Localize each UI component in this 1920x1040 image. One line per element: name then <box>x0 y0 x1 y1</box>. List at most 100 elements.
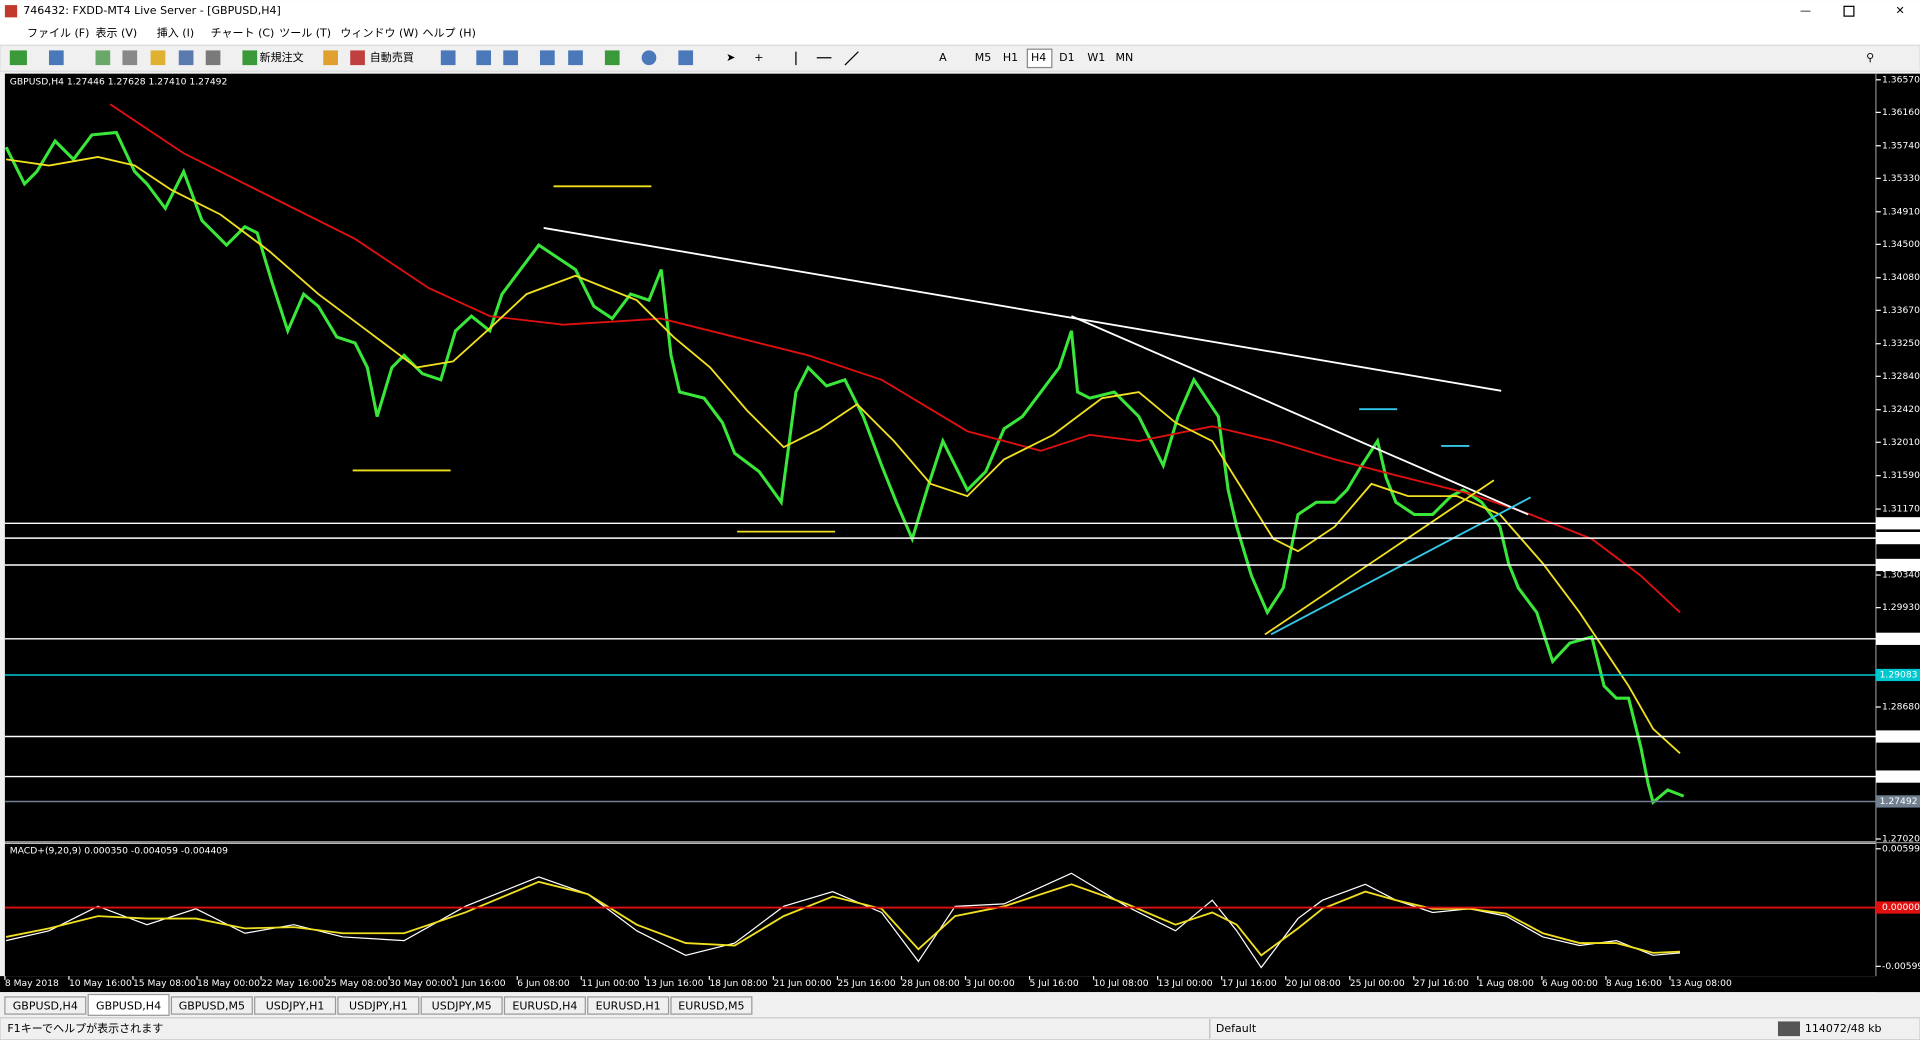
macd-header: MACD+(9,20,9) 0.000350 -0.004059 -0.0044… <box>10 846 228 857</box>
time-label: 22 May 16:00 <box>261 978 324 989</box>
tab[interactable] <box>4 996 87 1015</box>
timeframe[interactable]: D1 <box>1059 51 1075 64</box>
time-label: 10 May 16:00 <box>69 978 132 989</box>
price-tick-label: 1.29930 <box>1882 602 1920 613</box>
icon[interactable] <box>476 50 492 66</box>
level-tag <box>1875 517 1920 530</box>
menu-item[interactable]: 挿入 (I) <box>157 25 194 39</box>
timeframe[interactable]: H4 <box>1031 51 1046 64</box>
icon[interactable] <box>540 50 555 66</box>
icon[interactable] <box>122 50 138 66</box>
timeframe[interactable]: H1 <box>1003 51 1018 64</box>
tab[interactable] <box>587 996 670 1015</box>
tab[interactable] <box>420 996 503 1015</box>
icon[interactable] <box>440 50 456 66</box>
tab[interactable] <box>170 996 253 1015</box>
icon[interactable]: A <box>939 51 947 64</box>
icon[interactable] <box>350 50 365 66</box>
maximize[interactable] <box>1843 5 1855 17</box>
tab-label[interactable]: GBPUSD,H4 <box>13 1000 78 1013</box>
timeframe-active <box>1026 48 1053 69</box>
time-label: 13 Aug 08:00 <box>1670 978 1732 989</box>
tab[interactable] <box>87 993 170 1016</box>
level-label: 1.27805 <box>1880 771 1918 782</box>
time-label: 21 Jun 00:00 <box>773 978 831 989</box>
time-label: 15 May 08:00 <box>133 978 196 989</box>
chart-area <box>4 73 1876 842</box>
tab-label[interactable]: EURUSD,M5 <box>678 1000 744 1013</box>
price-tick-label: 1.34500 <box>1882 239 1920 250</box>
level-tag <box>1875 730 1920 743</box>
tab-label[interactable]: GBPUSD,M5 <box>179 1000 245 1013</box>
minimize[interactable]: — <box>1800 4 1811 17</box>
tab-label[interactable]: USDJPY,H1 <box>349 1000 408 1013</box>
timeframe[interactable]: M5 <box>975 51 992 64</box>
menu-item[interactable]: ファイル (F) <box>27 26 90 39</box>
tab-label[interactable]: GBPUSD,H4 <box>96 1000 161 1013</box>
icon[interactable]: ⚲ <box>1866 51 1874 64</box>
icon[interactable] <box>178 50 194 66</box>
ma-red <box>109 103 1681 614</box>
price-tick-label: 1.30340 <box>1882 570 1920 581</box>
time-label: 28 Jun 08:00 <box>901 978 959 989</box>
time-label: 6 Jun 08:00 <box>517 978 570 989</box>
icon[interactable] <box>205 50 221 66</box>
icon[interactable] <box>678 50 694 66</box>
time-label: 8 Aug 16:00 <box>1606 978 1662 989</box>
icon[interactable] <box>48 50 64 66</box>
close[interactable]: ✕ <box>1896 4 1905 17</box>
tab-label[interactable]: EURUSD,H4 <box>512 1000 577 1013</box>
price-tick-label: 1.36160 <box>1882 107 1920 118</box>
timeframe[interactable]: W1 <box>1087 51 1105 64</box>
icon[interactable] <box>9 50 27 66</box>
price-tick-label: 1.35740 <box>1882 140 1920 151</box>
icon[interactable] <box>242 50 258 66</box>
auto-trading[interactable]: 自動売買 <box>370 50 414 64</box>
time-label: 11 Jun 00:00 <box>581 978 639 989</box>
level-label: 1.29083 <box>1880 669 1918 680</box>
menu-item[interactable]: ツール (T) <box>279 26 331 39</box>
icon[interactable] <box>503 50 518 66</box>
icon[interactable] <box>604 50 620 66</box>
icon[interactable]: ➤ <box>726 51 735 64</box>
time-label: 6 Aug 00:00 <box>1542 978 1598 989</box>
time-label: 25 Jun 16:00 <box>837 978 895 989</box>
time-label: 25 Jul 00:00 <box>1350 978 1405 989</box>
price-tick-label: 1.31590 <box>1882 470 1920 481</box>
window-title: 746432: FXDD-MT4 Live Server - [GBPUSD,H… <box>23 4 281 17</box>
price-tick-label: 1.32010 <box>1882 437 1920 448</box>
time-label: 30 May 00:00 <box>389 978 452 989</box>
price-tick-label: 1.31170 <box>1882 504 1920 515</box>
icon[interactable] <box>150 50 166 66</box>
icon[interactable] <box>641 50 657 66</box>
level-label: 1.30805 <box>1880 533 1918 544</box>
tab[interactable] <box>254 996 337 1015</box>
tab-label[interactable]: EURUSD,H1 <box>596 1000 661 1013</box>
menu-item[interactable]: 表示 (V) <box>96 25 138 39</box>
status-traffic: 114072/48 kb <box>1805 1022 1882 1035</box>
traffic-icon <box>1777 1021 1800 1037</box>
icon[interactable] <box>323 50 338 66</box>
tab-label[interactable]: USDJPY,M5 <box>432 1000 492 1013</box>
status-help: F1キーでヘルプが表示されます <box>7 1021 163 1035</box>
level-label: 1.27492 <box>1880 796 1918 807</box>
menu-item[interactable]: チャート (C) <box>211 26 275 39</box>
tab[interactable] <box>337 996 420 1015</box>
menu-item[interactable]: ヘルプ (H) <box>422 26 475 39</box>
level-tag <box>1875 558 1920 572</box>
level-tag <box>1875 795 1920 808</box>
tab[interactable] <box>670 996 753 1015</box>
menu-item[interactable]: ウィンドウ (W) <box>340 26 418 39</box>
level-tag <box>1875 770 1920 783</box>
tab-label[interactable]: USDJPY,H1 <box>266 1000 325 1013</box>
macd-tick-label: -0.00599 <box>1882 961 1920 972</box>
tab[interactable] <box>503 996 586 1015</box>
icon[interactable] <box>95 50 111 66</box>
timeframe[interactable]: MN <box>1116 51 1134 64</box>
icon[interactable] <box>844 51 859 66</box>
icon[interactable]: + <box>754 51 763 64</box>
new-order[interactable]: 新規注文 <box>260 50 304 64</box>
time-label: 27 Jul 16:00 <box>1414 978 1469 989</box>
icon[interactable] <box>568 50 583 66</box>
